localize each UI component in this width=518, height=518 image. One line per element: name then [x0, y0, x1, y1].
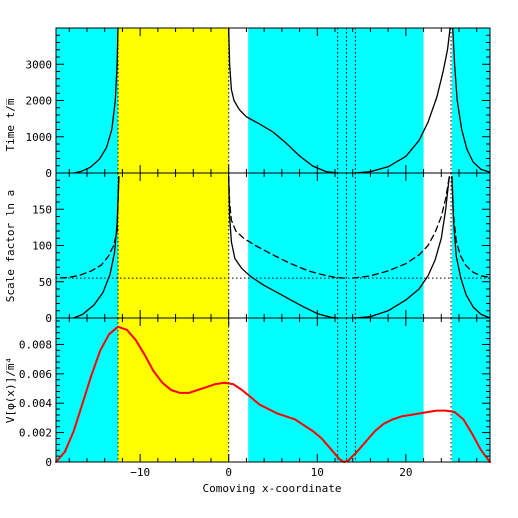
- x-axis-label: Comoving x-coordinate: [202, 482, 341, 495]
- y-tick-label: 1000: [26, 131, 53, 144]
- y-tick-label: 100: [32, 240, 52, 253]
- y-tick-label: 0.002: [19, 427, 52, 440]
- y-tick-label: 0.004: [19, 397, 52, 410]
- shaded-region-2: [248, 28, 424, 173]
- y-tick-label: 150: [32, 203, 52, 216]
- shaded-region-1: [118, 173, 229, 318]
- series-line-3: [452, 27, 491, 173]
- panel-scale-factor: 0 50 100 150 Scale factor ln a: [4, 172, 491, 325]
- series-line-1: [228, 27, 339, 174]
- shaded-region-0: [56, 28, 118, 173]
- y-tick-label: 0: [45, 167, 52, 180]
- y-axis-label-time: Time t/m̅: [4, 98, 17, 151]
- x-tick-label: −10: [130, 466, 150, 479]
- shaded-region-0: [56, 173, 118, 318]
- y-axis-label-scale-factor: Scale factor ln a: [4, 190, 17, 303]
- series-line-7: [451, 175, 491, 279]
- panel-potential: 0 0.002 0.004 0.006 0.008 V[φ(x)]/m̅⁴: [4, 317, 491, 469]
- series-line-0: [73, 27, 119, 174]
- shaded-region-1: [118, 28, 229, 173]
- shaded-region-3: [451, 318, 490, 462]
- x-tick-label: 0: [225, 466, 232, 479]
- y-tick-label: 2000: [26, 95, 53, 108]
- y-tick-label: 3000: [26, 58, 53, 71]
- shaded-region-2: [248, 173, 424, 318]
- series-line-4: [353, 175, 450, 319]
- y-axis-label-potential: V[φ(x)]/m̅⁴: [4, 357, 17, 423]
- y-tick-label: 50: [39, 276, 52, 289]
- series-line-0: [55, 325, 491, 463]
- y-tick-label: 0: [45, 312, 52, 325]
- shaded-region-2: [248, 318, 424, 462]
- series-line-3: [228, 175, 345, 279]
- x-tick-label: 10: [311, 466, 324, 479]
- x-tick-labels: −10 0 10 20: [130, 466, 412, 479]
- series-line-5: [352, 175, 450, 279]
- panel-potential-frame: [55, 317, 491, 463]
- series-line-1: [55, 175, 120, 279]
- series-line-2: [353, 27, 451, 174]
- panel-time: 0 1000 2000 3000 Time t/m̅: [4, 27, 491, 180]
- y-tick-label: 0.006: [19, 368, 52, 381]
- series-line-6: [451, 175, 491, 319]
- y-tick-label: 0: [45, 456, 52, 469]
- x-tick-label: 20: [399, 466, 412, 479]
- y-tick-label: 0.008: [19, 338, 52, 351]
